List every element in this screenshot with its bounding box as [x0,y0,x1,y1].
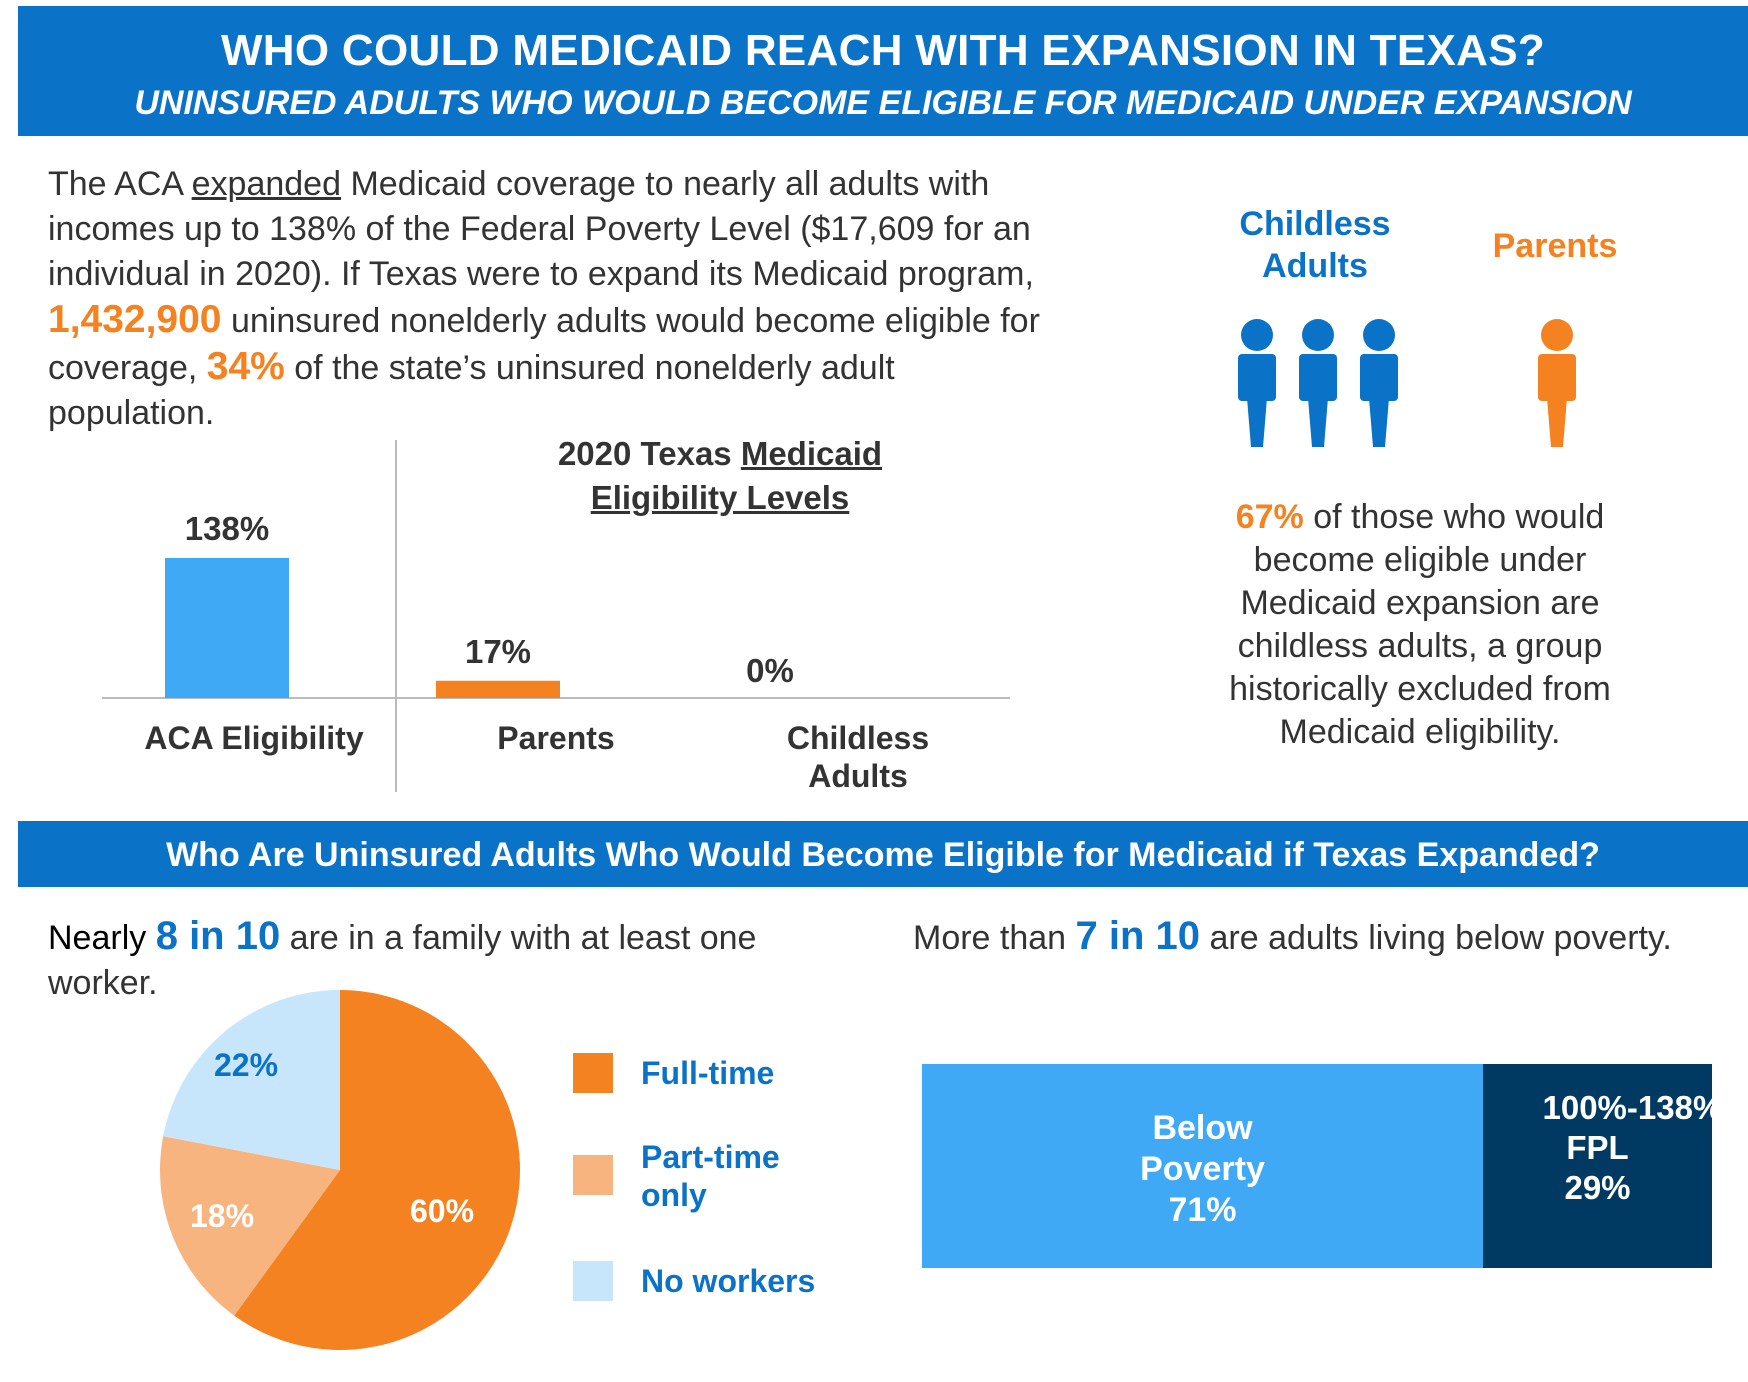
value-label-parents: 17% [464,632,532,670]
pie-slice-part-time [160,1136,340,1316]
poverty-stacked-bar: Below Poverty 71% 100%-138% FPL 29% [922,1064,1723,1268]
segment-below-poverty-label: Below Poverty [1140,1109,1265,1188]
value-label-aca: 138% [184,510,270,547]
person-icon [1299,319,1337,447]
chart-title-pre: 2020 Texas [557,435,741,472]
poverty-stat-post: are adults living below poverty. [1200,919,1672,957]
pie-label-full-time: 60% [410,1193,475,1229]
page-subtitle: UNINSURED ADULTS WHO WOULD BECOME ELIGIB… [134,84,1632,122]
pie-label-part-time: 18% [190,1198,255,1234]
intro-text-1: The ACA [48,165,192,203]
category-label-aca: ACA Eligibility [144,720,364,756]
page-title: WHO COULD MEDICAID REACH WITH EXPANSION … [220,26,1546,75]
legend-label-no-workers: No workers [641,1263,816,1299]
legend-swatch-part-time [573,1155,613,1195]
legend-swatch-no-workers [573,1261,613,1301]
category-label-parents: Parents [497,720,615,756]
worker-stat-post: are in a family with at least one worker… [48,919,757,1002]
childless-share-text: 67% of those who would become eligible u… [1200,496,1640,754]
bar-parents [436,680,560,698]
expanded-word: expanded [191,165,342,203]
intro-paragraph: The ACA expanded Medicaid coverage to ne… [48,162,1058,436]
segment-100-138-fpl-text: 100%-138% FPL 29% [1483,1088,1723,1208]
segment-100-138-fpl-value: 29% [1564,1169,1631,1206]
intro-text-4: of the state’s uninsured nonelderly adul… [48,349,895,432]
person-icon [1238,319,1276,447]
pie-slice-full-time [234,990,520,1350]
eligible-percent: 34% [206,345,285,388]
segment-100-138-fpl: 100%-138% FPL 29% [1483,1064,1723,1268]
childless-adults-label: Childless Adults [1239,205,1391,285]
pie-label-no-workers: 22% [214,1047,279,1083]
section-title: Who Are Uninsured Adults Who Would Becom… [166,836,1600,874]
worker-stat: 8 in 10 [155,914,281,958]
intro-text-2: Medicaid coverage to nearly all adults w… [48,165,1034,293]
category-label-childless: Childless Adults [786,720,930,794]
childless-share-pct: 67% [1235,498,1304,536]
work-status-pie-chart [160,990,520,1350]
childless-share-desc: of those who would become eligible under… [1229,498,1611,751]
segment-below-poverty-value: 71% [1168,1191,1237,1229]
segment-below-poverty: Below Poverty 71% [922,1064,1483,1268]
bar-aca-eligibility [165,558,289,698]
intro-text-3: uninsured nonelderly adults would become… [48,302,1040,387]
eligible-count: 1,432,900 [48,298,222,341]
segment-100-138-fpl-label: 100%-138% FPL [1542,1089,1723,1166]
legend-label-full-time: Full-time [641,1055,775,1091]
eligibility-bar-chart [102,440,1010,792]
value-label-childless: 0% [746,652,794,689]
person-icon [1360,319,1398,447]
parents-label: Parents [1492,227,1618,265]
people-icons [1238,319,1576,447]
eligibility-chart-title: 2020 Texas Medicaid Eligibility Levels [520,432,920,520]
poverty-stat: 7 in 10 [1075,914,1201,958]
segment-below-poverty-text: Below Poverty 71% [922,1108,1483,1231]
legend-swatch-full-time [573,1053,613,1093]
chart-title-underlined: Medicaid Eligibility Levels [590,435,883,516]
poverty-stat-pre: More than [913,919,1076,957]
section-banner: Who Are Uninsured Adults Who Would Becom… [18,821,1748,887]
pie-slice-no-workers [163,990,340,1170]
header-banner: WHO COULD MEDICAID REACH WITH EXPANSION … [18,6,1748,136]
worker-stat-pre: Nearly [48,919,156,957]
poverty-stat-text: More than 7 in 10 are adults living belo… [913,914,1743,961]
person-icon [1538,319,1576,447]
legend-label-part-time: Part-time only [641,1139,780,1213]
worker-stat-text: Nearly 8 in 10 are in a family with at l… [48,914,848,1006]
